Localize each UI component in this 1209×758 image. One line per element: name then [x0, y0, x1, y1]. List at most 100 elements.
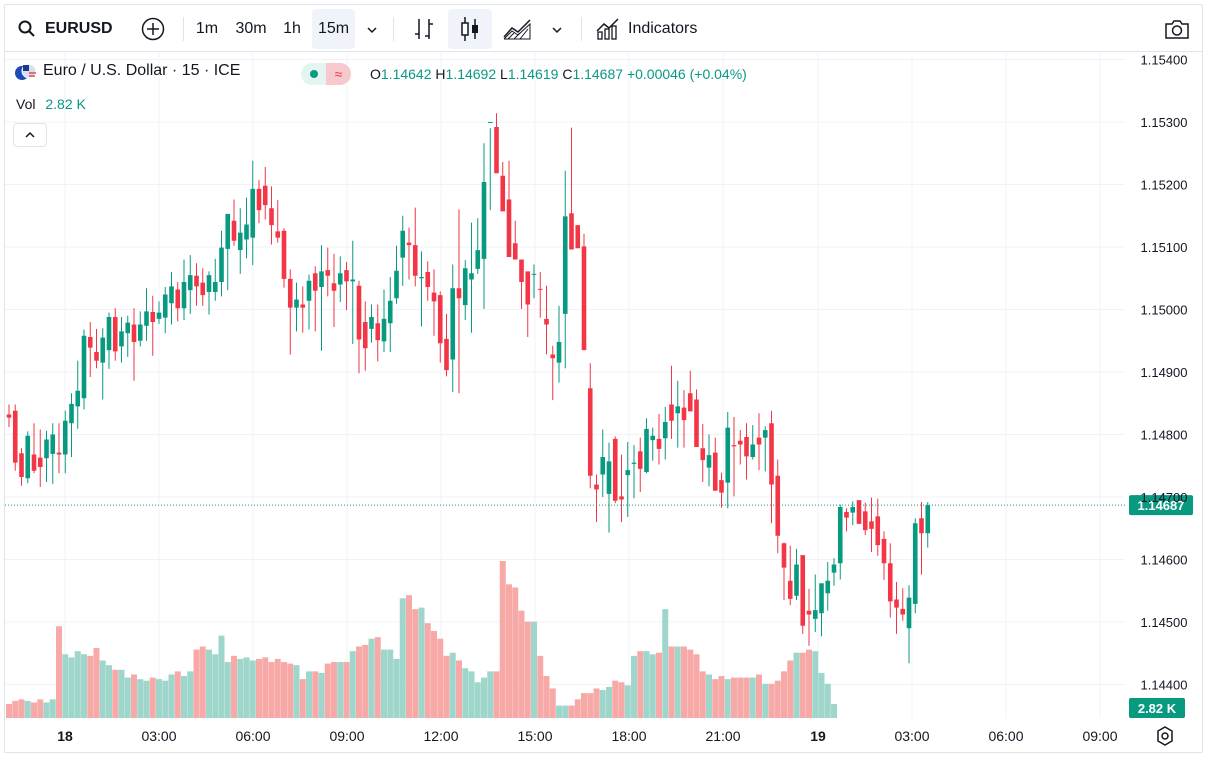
price-tick-label: 1.15000 [1141, 303, 1188, 318]
volume-bar [431, 630, 437, 718]
volume-bar [668, 646, 675, 718]
volume-bar [443, 655, 450, 718]
volume-bar [693, 654, 700, 718]
toolbar-separator [581, 17, 582, 41]
candle-body [431, 292, 437, 302]
last-volume-label: 2.82 K [1138, 701, 1177, 716]
volume-bar [462, 668, 469, 718]
time-tick-label: 12:00 [423, 728, 458, 744]
candle-body [106, 317, 112, 351]
volume-bar [137, 679, 144, 718]
candle-body [762, 430, 768, 438]
candle-body [387, 300, 393, 324]
volume-bar [537, 655, 544, 718]
chart-type-dropdown-button[interactable] [546, 13, 568, 45]
candle-body [444, 338, 449, 371]
candle-body [525, 271, 531, 305]
volume-bar [49, 699, 56, 718]
candle-body [581, 246, 587, 351]
candle-body [412, 245, 418, 276]
compare-button[interactable] [501, 13, 535, 45]
volume-bar [681, 646, 687, 718]
interval-dropdown-button[interactable] [361, 13, 383, 45]
volume-bar [612, 680, 619, 718]
volume-bar [124, 677, 131, 718]
volume-bar [306, 671, 312, 718]
candle-body [425, 272, 431, 287]
candle-body [731, 445, 737, 447]
symbol-search-button[interactable]: EURUSD [15, 13, 115, 45]
candle-body [669, 404, 674, 421]
open-value: 1.14642 [380, 66, 432, 82]
candle-body [169, 286, 174, 304]
volume-bar [312, 671, 319, 718]
volume-bar [437, 638, 444, 718]
volume-bar [543, 676, 550, 718]
volume-value: 2.82 K [45, 96, 86, 112]
candle-body [831, 564, 837, 573]
volume-bar [512, 587, 519, 718]
indicators-button[interactable]: Indicators [593, 13, 721, 45]
time-tick-label: 06:00 [235, 728, 270, 744]
volume-bar [799, 652, 806, 718]
candle-body [131, 324, 137, 342]
candle-body [562, 216, 568, 314]
axis-settings-button[interactable] [1153, 724, 1177, 748]
low-label: L [500, 66, 508, 82]
screenshot-button[interactable] [1160, 13, 1194, 45]
volume-bar [318, 672, 325, 718]
volume-bar [256, 658, 262, 718]
candle-body [806, 610, 812, 615]
change-value: +0.00046 (+0.04%) [626, 66, 747, 82]
market-status-pill[interactable]: ≈ [301, 63, 351, 85]
interval-30m[interactable]: 30m [235, 20, 267, 37]
candle-body [812, 610, 818, 619]
volume-bar [56, 626, 62, 718]
volume-bar [818, 672, 825, 718]
candle-body [844, 512, 849, 518]
interval-1m[interactable]: 1m [195, 20, 219, 37]
bar-style-button[interactable] [409, 13, 439, 45]
volume-bar [12, 700, 19, 718]
volume-bar [474, 682, 481, 718]
candle-body [925, 505, 931, 534]
symbol-title[interactable]: Euro / U.S. Dollar · 15 · ICE [43, 62, 241, 79]
volume-bar [62, 654, 69, 718]
volume-bar [618, 682, 625, 718]
candle-body [637, 451, 643, 469]
candle-body [319, 271, 324, 287]
candle-body [69, 403, 74, 424]
candle-style-button[interactable] [448, 9, 492, 49]
chart-frame [4, 4, 1203, 753]
volume-bar [399, 598, 406, 718]
interval-1h[interactable]: 1h [283, 20, 301, 37]
add-symbol-button[interactable] [138, 13, 168, 45]
price-tick-label: 1.14500 [1141, 615, 1188, 630]
interval-15m[interactable]: 15m [312, 9, 355, 49]
time-tick-label: 09:00 [329, 728, 364, 744]
candle-body [469, 273, 474, 280]
volume-bar [412, 609, 419, 718]
candle-body [919, 518, 924, 534]
candle-body [856, 500, 862, 524]
candle-body [519, 259, 524, 282]
candle-body [687, 393, 693, 412]
volume-bar [743, 677, 750, 718]
candle-body [450, 288, 456, 360]
volume-bar [831, 704, 837, 718]
volume-bar [237, 658, 244, 718]
volume-bar [168, 674, 175, 718]
volume-bar [424, 623, 431, 718]
candle-body [800, 555, 806, 626]
volume-bar [87, 655, 94, 718]
candle-body [775, 475, 781, 536]
candle-body [119, 331, 124, 347]
collapse-legend-button[interactable] [13, 123, 47, 147]
volume-bar [249, 660, 256, 718]
volume-bar [274, 658, 281, 718]
volume-bar [374, 637, 381, 718]
candle-body [56, 452, 62, 455]
candle-body [475, 250, 481, 269]
price-tick-label: 1.14700 [1141, 490, 1188, 505]
